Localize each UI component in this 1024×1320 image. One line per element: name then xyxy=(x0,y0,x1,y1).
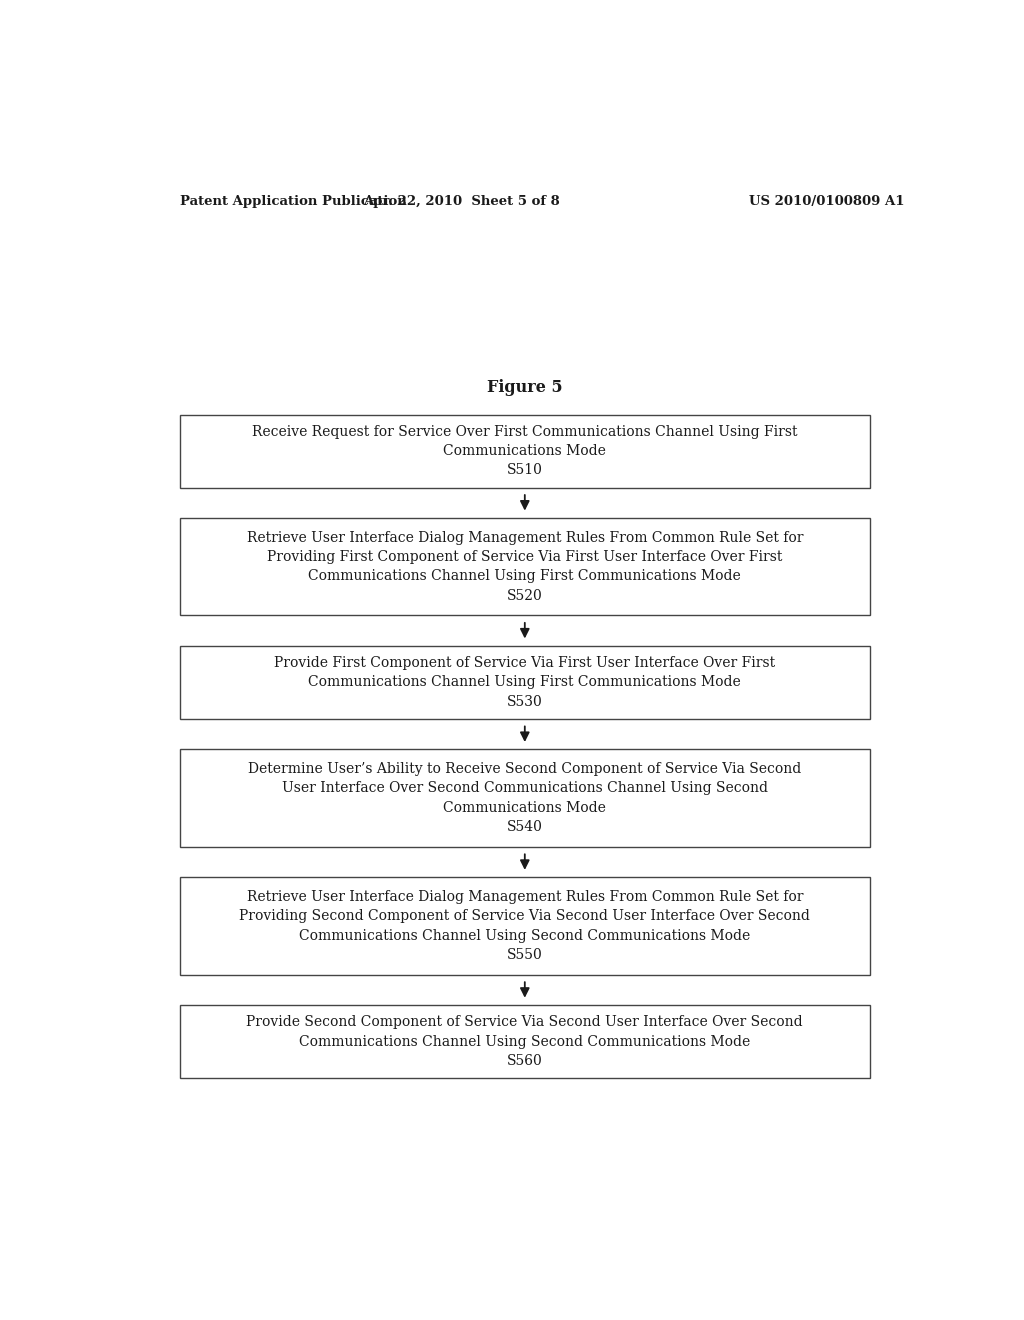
Text: Communications Channel Using First Communications Mode: Communications Channel Using First Commu… xyxy=(308,676,741,689)
Text: Providing First Component of Service Via First User Interface Over First: Providing First Component of Service Via… xyxy=(267,550,782,564)
Text: S560: S560 xyxy=(507,1055,543,1068)
Bar xyxy=(179,517,870,615)
Text: Retrieve User Interface Dialog Management Rules From Common Rule Set for: Retrieve User Interface Dialog Managemen… xyxy=(247,531,803,545)
Bar xyxy=(179,878,870,974)
Bar xyxy=(179,1006,870,1078)
Text: Communications Channel Using Second Communications Mode: Communications Channel Using Second Comm… xyxy=(299,929,751,942)
Text: Determine User’s Ability to Receive Second Component of Service Via Second: Determine User’s Ability to Receive Seco… xyxy=(248,762,802,776)
Text: US 2010/0100809 A1: US 2010/0100809 A1 xyxy=(749,194,904,207)
Bar xyxy=(179,750,870,847)
Text: Provide First Component of Service Via First User Interface Over First: Provide First Component of Service Via F… xyxy=(274,656,775,671)
Text: Receive Request for Service Over First Communications Channel Using First: Receive Request for Service Over First C… xyxy=(252,425,798,438)
Text: Communications Channel Using First Communications Mode: Communications Channel Using First Commu… xyxy=(308,569,741,583)
Text: Provide Second Component of Service Via Second User Interface Over Second: Provide Second Component of Service Via … xyxy=(247,1015,803,1030)
Text: Communications Mode: Communications Mode xyxy=(443,444,606,458)
Text: Apr. 22, 2010  Sheet 5 of 8: Apr. 22, 2010 Sheet 5 of 8 xyxy=(362,194,560,207)
Text: S530: S530 xyxy=(507,694,543,709)
Text: S510: S510 xyxy=(507,463,543,478)
Text: Communications Channel Using Second Communications Mode: Communications Channel Using Second Comm… xyxy=(299,1035,751,1048)
Text: S520: S520 xyxy=(507,589,543,603)
Text: Patent Application Publication: Patent Application Publication xyxy=(179,194,407,207)
Text: User Interface Over Second Communications Channel Using Second: User Interface Over Second Communication… xyxy=(282,781,768,796)
Bar xyxy=(179,414,870,487)
Text: S550: S550 xyxy=(507,948,543,962)
Text: Providing Second Component of Service Via Second User Interface Over Second: Providing Second Component of Service Vi… xyxy=(240,909,810,924)
Text: S540: S540 xyxy=(507,820,543,834)
Text: Retrieve User Interface Dialog Management Rules From Common Rule Set for: Retrieve User Interface Dialog Managemen… xyxy=(247,890,803,904)
Text: Communications Mode: Communications Mode xyxy=(443,801,606,814)
Text: Figure 5: Figure 5 xyxy=(487,379,562,396)
Bar xyxy=(179,645,870,719)
